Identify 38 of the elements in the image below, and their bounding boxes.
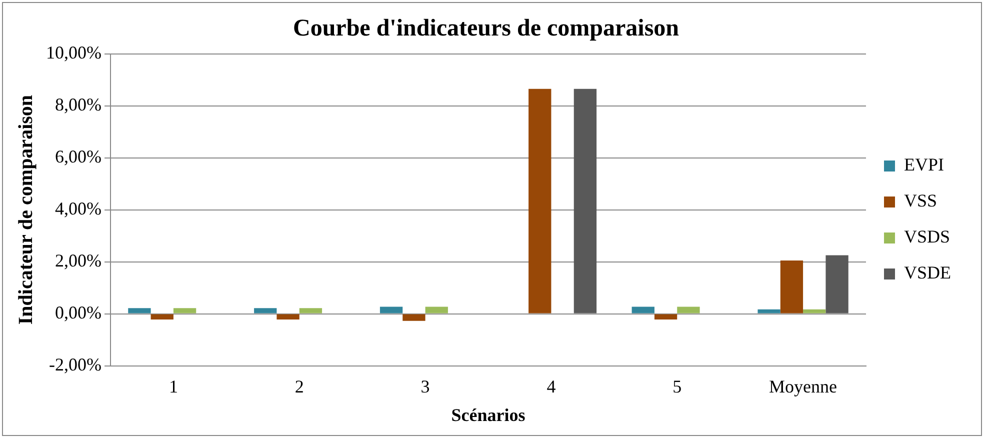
x-tick-label: Moyenne xyxy=(769,376,838,396)
x-tick-label: 2 xyxy=(294,376,304,396)
bar xyxy=(780,260,804,314)
y-tick-label: 0,00% xyxy=(54,302,102,323)
y-tick-label: 6,00% xyxy=(54,146,102,167)
x-tick-label: 1 xyxy=(168,376,178,396)
bar xyxy=(276,314,300,320)
legend-label: EVPI xyxy=(904,154,944,175)
bar xyxy=(402,314,426,321)
x-tick-label: 4 xyxy=(546,376,556,396)
bar xyxy=(299,308,322,314)
bar xyxy=(173,308,196,314)
bar xyxy=(677,306,700,314)
y-tick-label: 10,00% xyxy=(46,42,102,63)
legend-label: VSS xyxy=(904,190,938,211)
x-tick-label: 5 xyxy=(672,376,682,396)
bar xyxy=(654,314,678,320)
chart-title: Courbe d'indicateurs de comparaison xyxy=(292,16,680,42)
bar xyxy=(632,306,654,314)
bar xyxy=(380,306,403,314)
x-axis-title: Scénarios xyxy=(451,404,526,425)
bar xyxy=(803,309,826,314)
legend-label: VSDS xyxy=(904,226,950,247)
bar xyxy=(150,314,174,320)
legend-label: VSDE xyxy=(904,262,952,283)
bar xyxy=(758,309,780,314)
y-axis-title: Indicateur de comparaison xyxy=(15,94,38,325)
x-tick-label: 3 xyxy=(420,376,430,396)
y-tick-label: 8,00% xyxy=(54,94,102,115)
bar xyxy=(574,88,597,314)
y-tick-label: 4,00% xyxy=(54,198,102,219)
y-tick-label: 2,00% xyxy=(54,250,102,271)
bar xyxy=(128,308,151,314)
bar xyxy=(254,308,277,314)
y-tick-label: -2,00% xyxy=(48,354,102,375)
bar xyxy=(826,255,848,314)
bar xyxy=(425,306,448,314)
bar xyxy=(528,88,552,314)
